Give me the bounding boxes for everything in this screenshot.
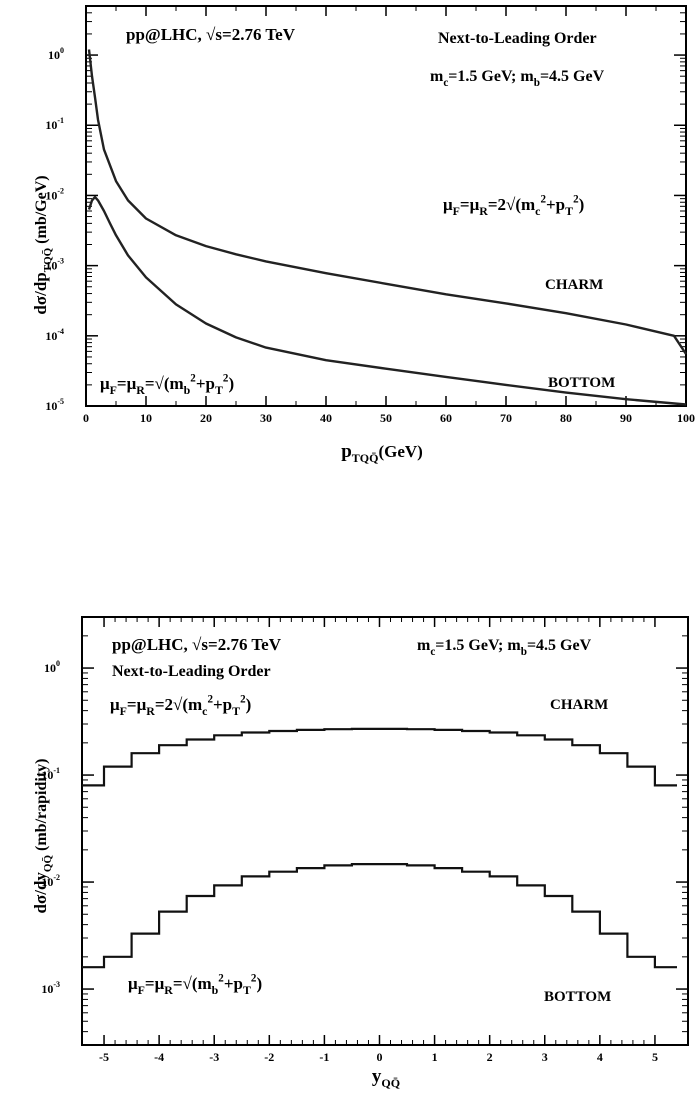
x-tick-label: 80 (560, 411, 572, 425)
charm-curve (87, 49, 688, 355)
pt-spectrum-chart: 0 10 20 30 40 50 60 70 80 90 100 100 10-1 10-2 10-3 10-… (31, 5, 695, 465)
y-tick-label: 100 (44, 659, 60, 675)
x-tick-label: 60 (440, 411, 452, 425)
x-tick-label: 100 (677, 411, 695, 425)
x-tick-label: 30 (260, 411, 272, 425)
y-tick-label: 10-1 (41, 766, 60, 782)
bottom-label: BOTTOM (548, 375, 615, 391)
charm-label: CHARM (550, 697, 608, 713)
x-tick-label: 10 (140, 411, 152, 425)
x-axis-label: yQQ̄ (372, 1066, 400, 1090)
x-tick-label: -3 (209, 1050, 219, 1064)
charm-scale-label: μF​=μR​=2√(mc​2​+pT​2​) (110, 693, 251, 718)
order-label: Next-to-Leading Order (112, 663, 271, 680)
x-tick-label: 1 (432, 1050, 438, 1064)
y-axis-label: dσ/dyQQ̄ (mb/rapidity) (31, 759, 54, 914)
x-tick-label: 3 (542, 1050, 548, 1064)
bottom-label: BOTTOM (544, 989, 611, 1005)
x-axis-label: pTQQ̄(GeV) (341, 441, 423, 465)
bottom-scale-label: μF​=μR​=√(mb​2​+pT​2​) (100, 372, 234, 397)
x-tick-label: 50 (380, 411, 392, 425)
x-tick-label: -1 (319, 1050, 329, 1064)
plot-frame (85, 5, 687, 407)
y-tick-label: 10-3 (41, 980, 60, 996)
x-tick-label: 2 (487, 1050, 493, 1064)
x-tick-label: 4 (597, 1050, 603, 1064)
x-tick-label: 40 (320, 411, 332, 425)
x-tick-label: -2 (264, 1050, 274, 1064)
bottom-scale-label: μF​=μR​=√(mb​2​+pT​2​) (128, 972, 262, 997)
charm-histogram (82, 727, 677, 787)
collider-label: pp@LHC, √s=2.76 TeV (112, 635, 282, 654)
y-tick-label: 10-2 (45, 186, 64, 202)
x-tick-label: 0 (376, 1050, 382, 1064)
y-tick-label: 10-2 (41, 873, 60, 889)
masses-label: mc​=1.5 GeV; mb​=4.5 GeV (417, 637, 592, 658)
x-tick-label: -4 (154, 1050, 164, 1064)
rapidity-chart: -5 -4 -3 -2 -1 0 1 2 3 4 5 100 10-1 10-2 10-3 pp@LHC, √… (31, 616, 689, 1090)
x-tick-label: 70 (500, 411, 512, 425)
x-tick-label: 0 (83, 411, 89, 425)
y-tick-label: 10-1 (45, 116, 64, 132)
x-tick-label: 20 (200, 411, 212, 425)
y-tick-label: 10-5 (45, 397, 64, 413)
order-label: Next-to-Leading Order (438, 30, 597, 47)
bottom-curve (87, 195, 687, 406)
x-tick-label: 5 (652, 1050, 658, 1064)
charm-scale-label: μF​=μR​=2√(mc​2​+pT​2​) (443, 193, 584, 218)
bottom-histogram (82, 863, 677, 969)
charm-label: CHARM (545, 277, 603, 293)
y-tick-label: 100 (48, 46, 64, 62)
masses-label: mc​=1.5 GeV; mb​=4.5 GeV (430, 68, 605, 89)
collider-label: pp@LHC, √s=2.76 TeV (126, 25, 296, 44)
x-tick-label: -5 (99, 1050, 109, 1064)
y-tick-label: 10-4 (45, 327, 64, 343)
x-tick-label: 90 (620, 411, 632, 425)
y-axis-label: dσ/dpTQQ̄ (mb/GeV) (31, 175, 54, 314)
y-tick-label: 10-3 (45, 257, 64, 273)
